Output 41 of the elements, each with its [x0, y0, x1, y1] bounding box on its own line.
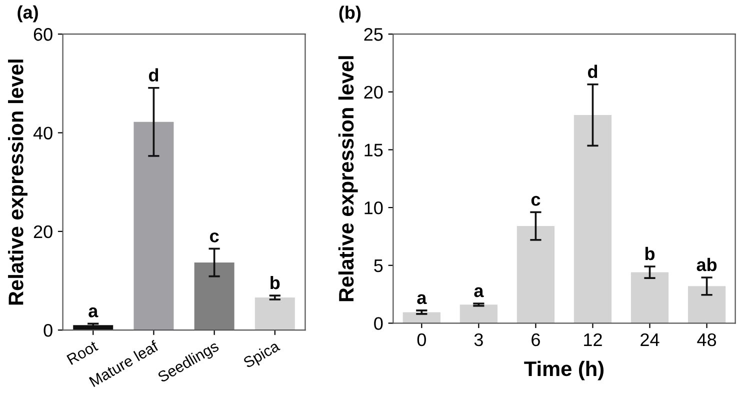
y-tick-label: 10 — [364, 201, 383, 214]
y-tick-label: 40 — [33, 126, 52, 140]
y-tick-label: 20 — [34, 225, 52, 238]
y-tick-label: 5 — [374, 259, 383, 272]
x-tick-label: 6 — [532, 333, 540, 346]
y-tick-label: 60 — [34, 28, 52, 41]
bar — [516, 226, 555, 324]
y-axis-title: Relative expression level — [338, 56, 358, 302]
bar — [134, 122, 174, 330]
annotation: b — [270, 276, 280, 290]
bar — [194, 262, 234, 330]
annotation: b — [645, 246, 655, 260]
x-tick-label: 12 — [584, 333, 602, 346]
y-axis-title: Relative expression level — [8, 60, 28, 305]
x-tick-label: 48 — [697, 333, 716, 346]
y-tick-label: 15 — [364, 144, 383, 156]
annotation: d — [588, 64, 598, 78]
y-tick-label: 20 — [364, 86, 383, 99]
annotation: a — [88, 307, 98, 318]
chart-title: (b) — [339, 6, 361, 23]
x-tick-label: 24 — [640, 333, 660, 346]
annotation: c — [531, 196, 540, 206]
x-tick-label: Spica — [242, 340, 282, 371]
annotation: d — [148, 68, 158, 82]
bar — [630, 272, 669, 324]
bar — [574, 115, 612, 324]
x-tick-label: 0 — [417, 333, 426, 346]
x-axis-title: Time (h) — [524, 360, 604, 380]
y-tick-label: 25 — [364, 28, 383, 41]
annotation: ab — [696, 258, 717, 272]
annotation: a — [417, 294, 427, 304]
bar — [688, 286, 726, 324]
annotation: a — [474, 287, 484, 298]
bar — [254, 298, 295, 330]
y-tick-label: 0 — [44, 324, 52, 337]
annotation: c — [210, 232, 219, 242]
bar — [402, 312, 440, 324]
chart-title: (a) — [18, 5, 38, 22]
bar — [460, 304, 498, 324]
y-tick-label: 0 — [374, 317, 383, 330]
x-tick-label: 3 — [474, 333, 483, 346]
